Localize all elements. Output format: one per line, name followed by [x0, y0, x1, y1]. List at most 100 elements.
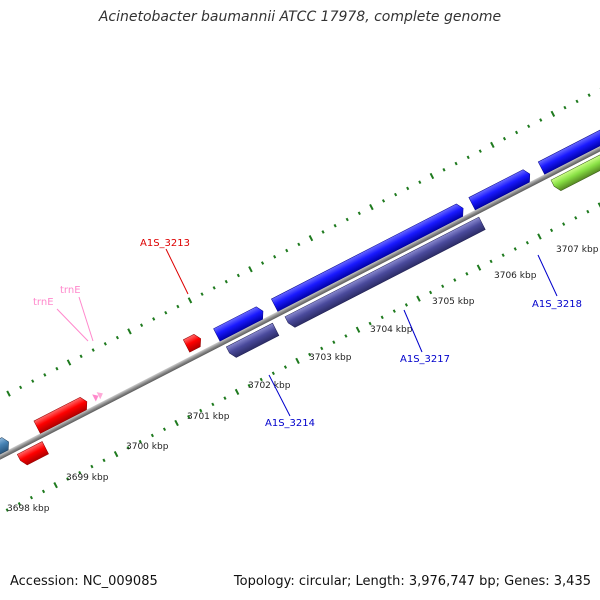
inner-tick-track [5, 202, 600, 512]
gene-a1s-3217[interactable] [284, 216, 486, 329]
minor-tick [162, 427, 167, 432]
tick-label-3699: 3699 kbp [66, 473, 109, 483]
minor-tick [103, 342, 107, 346]
minor-tick [212, 286, 216, 290]
major-tick [429, 172, 435, 180]
major-tick [127, 328, 132, 335]
major-tick [6, 390, 11, 397]
label-a1s-3213[interactable]: A1S_3213 [140, 238, 190, 249]
trna-trnE-marker-1[interactable] [92, 392, 100, 402]
minor-tick [442, 167, 446, 172]
major-tick [174, 419, 179, 427]
major-tick [355, 326, 361, 333]
gene-3218[interactable] [468, 168, 533, 211]
gene-left-red-forward[interactable] [33, 395, 90, 434]
label-a1s-3218[interactable]: A1S_3218 [532, 299, 582, 310]
minor-tick [527, 124, 531, 129]
gene-3214-reverse[interactable] [225, 322, 280, 359]
minor-tick [489, 259, 493, 264]
minor-tick [102, 458, 106, 463]
callout-lines [56, 248, 558, 417]
minor-tick [574, 216, 578, 220]
minor-tick [66, 477, 70, 481]
minor-tick [513, 247, 517, 251]
minor-tick [562, 222, 566, 226]
minor-tick [563, 105, 567, 110]
minor-tick [465, 272, 469, 276]
tick-label-3702: 3702 kbp [248, 381, 291, 391]
minor-tick [29, 495, 34, 500]
tick-label-3707: 3707 kbp [556, 245, 599, 255]
minor-tick [441, 284, 445, 289]
major-tick [308, 235, 314, 242]
minor-tick [199, 408, 203, 413]
minor-tick [394, 192, 398, 197]
major-tick [476, 264, 482, 271]
minor-tick [126, 446, 130, 450]
minor-tick [368, 321, 372, 326]
minor-tick [478, 149, 482, 153]
minor-tick [19, 385, 23, 390]
minor-tick [453, 278, 457, 282]
minor-tick [223, 396, 227, 400]
callout-line-a1s-3213 [165, 248, 189, 295]
minor-tick [17, 502, 21, 506]
major-tick [416, 295, 421, 302]
tick-label-3705: 3705 kbp [432, 297, 475, 307]
minor-tick [55, 366, 59, 371]
minor-tick [357, 211, 361, 216]
minor-tick [549, 228, 554, 233]
minor-tick [31, 379, 35, 383]
tick-label-3704: 3704 kbp [370, 325, 413, 335]
minor-tick [211, 402, 215, 407]
label-a1s-3217[interactable]: A1S_3217 [400, 354, 450, 365]
minor-tick [285, 248, 289, 253]
trna-trnE-marker-2[interactable] [96, 390, 105, 400]
minor-tick [539, 118, 543, 122]
gene-a1s-3213[interactable] [182, 332, 204, 353]
accession-footer: Accession: NC_009085 [10, 574, 158, 589]
gene-right-forward[interactable] [537, 113, 600, 175]
genome-backbone [0, 135, 600, 470]
gene-steel-forward[interactable] [0, 436, 12, 465]
minor-tick [454, 161, 458, 166]
tick-label-3698: 3698 kbp [7, 504, 50, 514]
minor-tick [466, 155, 470, 160]
minor-tick [164, 310, 168, 315]
gene-3214-forward[interactable] [213, 305, 267, 342]
gene-large-forward[interactable] [271, 202, 466, 312]
minor-tick [176, 304, 180, 309]
major-tick [234, 388, 240, 396]
minor-tick [152, 317, 156, 321]
minor-tick [187, 415, 191, 419]
major-tick [537, 233, 542, 240]
minor-tick [429, 290, 433, 295]
minor-tick [515, 130, 519, 135]
minor-tick [224, 279, 228, 284]
map-title: Acinetobacter baumannii ATCC 17978, comp… [98, 9, 502, 25]
minor-tick [502, 136, 507, 141]
minor-tick [79, 354, 83, 359]
callout-line-trnE-a [56, 308, 89, 342]
minor-tick [333, 223, 337, 228]
label-trnE-b[interactable]: trnE [60, 285, 81, 296]
label-trnE-a[interactable]: trnE [33, 297, 54, 308]
minor-tick [236, 273, 240, 278]
minor-tick [380, 315, 384, 320]
major-tick [490, 141, 495, 149]
minor-tick [247, 383, 251, 388]
minor-tick [273, 255, 277, 259]
kbp-tick-labels: 3698 kbp 3699 kbp 3700 kbp 3701 kbp 3702… [7, 245, 599, 514]
major-tick [248, 266, 253, 273]
major-tick [113, 450, 119, 458]
minor-tick [575, 99, 579, 104]
label-a1s-3214[interactable]: A1S_3214 [265, 418, 315, 429]
gene-green-reverse[interactable] [550, 133, 600, 192]
major-tick [187, 297, 193, 304]
minor-tick [90, 464, 94, 469]
minor-tick [5, 508, 9, 512]
gene-left-red-reverse[interactable] [16, 441, 49, 467]
minor-tick [381, 199, 386, 203]
major-tick [53, 482, 58, 489]
